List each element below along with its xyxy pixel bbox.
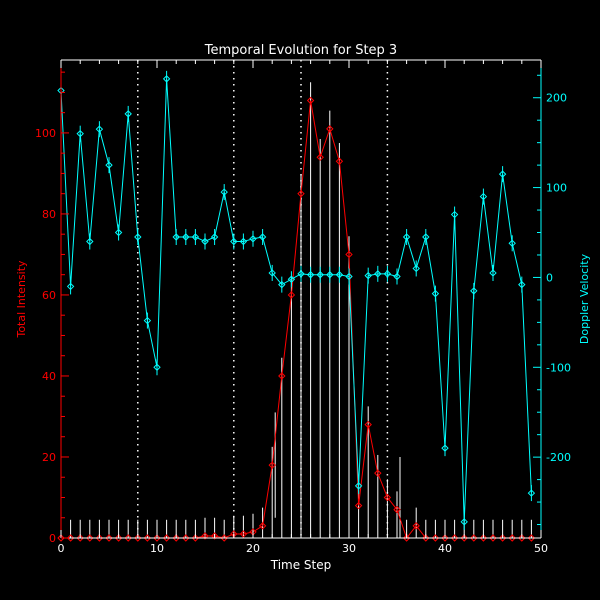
- series-0-point-40: [441, 534, 449, 542]
- series-0-point-13: [182, 534, 190, 542]
- series-0-point-8: [134, 534, 142, 542]
- series-0-point-11: [162, 534, 171, 542]
- series-0-point-19: [239, 530, 248, 538]
- series-0-point-43: [470, 534, 478, 542]
- y-right-tick-label-0: -200: [546, 451, 571, 464]
- series-0-point-10: [153, 534, 161, 542]
- x-tick-label-5: 50: [534, 542, 548, 555]
- series-0-point-17: [220, 534, 228, 542]
- y-left-tick-label-3: 60: [42, 289, 56, 302]
- series-0-point-3: [86, 534, 94, 542]
- y-left-tick-label-1: 20: [42, 451, 56, 464]
- series-0-point-48: [518, 534, 526, 542]
- left-axis-label: Total Intensity: [15, 260, 28, 339]
- y-left-tick-label-2: 40: [42, 370, 56, 383]
- series-0-point-36: [402, 534, 411, 542]
- series-0-point-25: [297, 189, 305, 198]
- series-0-point-34: [383, 493, 392, 502]
- series-0-point-42: [460, 534, 468, 542]
- series-0-point-1: [66, 534, 75, 542]
- series-0-point-16: [210, 532, 219, 540]
- series-0-point-47: [508, 534, 516, 542]
- y-right-tick-label-2: 0: [546, 271, 553, 284]
- series-0-point-14: [191, 534, 200, 542]
- series-0-point-44: [479, 534, 488, 542]
- series-0-point-0: [57, 534, 65, 542]
- series-line-1: [60, 78, 532, 522]
- y-right-tick-label-1: -100: [546, 361, 571, 374]
- series-0-point-30: [345, 250, 353, 259]
- series-0-point-32: [364, 420, 372, 429]
- x-tick-label-3: 30: [342, 542, 356, 555]
- x-tick-label-4: 40: [438, 542, 452, 555]
- right-axis-label: Doppler Velocity: [578, 253, 591, 344]
- chart-title: Temporal Evolution for Step 3: [204, 43, 397, 58]
- series-0-point-46: [498, 534, 507, 542]
- series-0-point-38: [422, 534, 430, 542]
- series-0-point-49: [527, 534, 536, 542]
- series-0-point-39: [431, 534, 440, 542]
- x-axis-label: Time Step: [270, 558, 332, 572]
- y-left-tick-label-0: 0: [49, 532, 56, 545]
- x-tick-label-1: 10: [150, 542, 164, 555]
- y-left-tick-label-5: 100: [35, 127, 56, 140]
- series-0-point-24: [287, 291, 296, 299]
- y-right-tick-label-3: 100: [546, 182, 567, 195]
- series-0-point-37: [412, 522, 420, 530]
- series-0-point-27: [316, 153, 324, 161]
- series-0-point-33: [374, 469, 382, 477]
- series-0-point-31: [354, 501, 363, 510]
- series-0-point-2: [76, 534, 84, 542]
- series-0-point-41: [450, 534, 459, 542]
- axis-ticks: 0 10 20 30 40 50 0 20 40 60 80 100 -200 -100 0 100 200: [35, 60, 571, 555]
- series-0-point-26: [306, 96, 315, 105]
- x-tick-label-0: 0: [58, 542, 65, 555]
- x-tick-label-2: 20: [246, 542, 260, 555]
- series-0-point-7: [124, 534, 132, 542]
- axes: [60, 59, 542, 539]
- y-left-tick-label-4: 80: [42, 208, 56, 221]
- series-0-point-15: [201, 532, 209, 540]
- series-0-point-29: [335, 157, 344, 165]
- series-0-point-9: [143, 534, 152, 542]
- series-0-point-21: [258, 522, 267, 530]
- series-0-point-28: [326, 125, 334, 133]
- series-0-point-35: [393, 505, 401, 514]
- series-0-point-23: [278, 372, 286, 380]
- series-0-point-12: [172, 534, 180, 542]
- series-0-point-5: [105, 534, 113, 542]
- series-0-point-22: [268, 461, 276, 469]
- series-0-point-4: [95, 534, 104, 542]
- series-0-point-45: [489, 534, 497, 542]
- series-0-point-6: [114, 534, 123, 542]
- y-right-tick-label-4: 200: [546, 92, 567, 105]
